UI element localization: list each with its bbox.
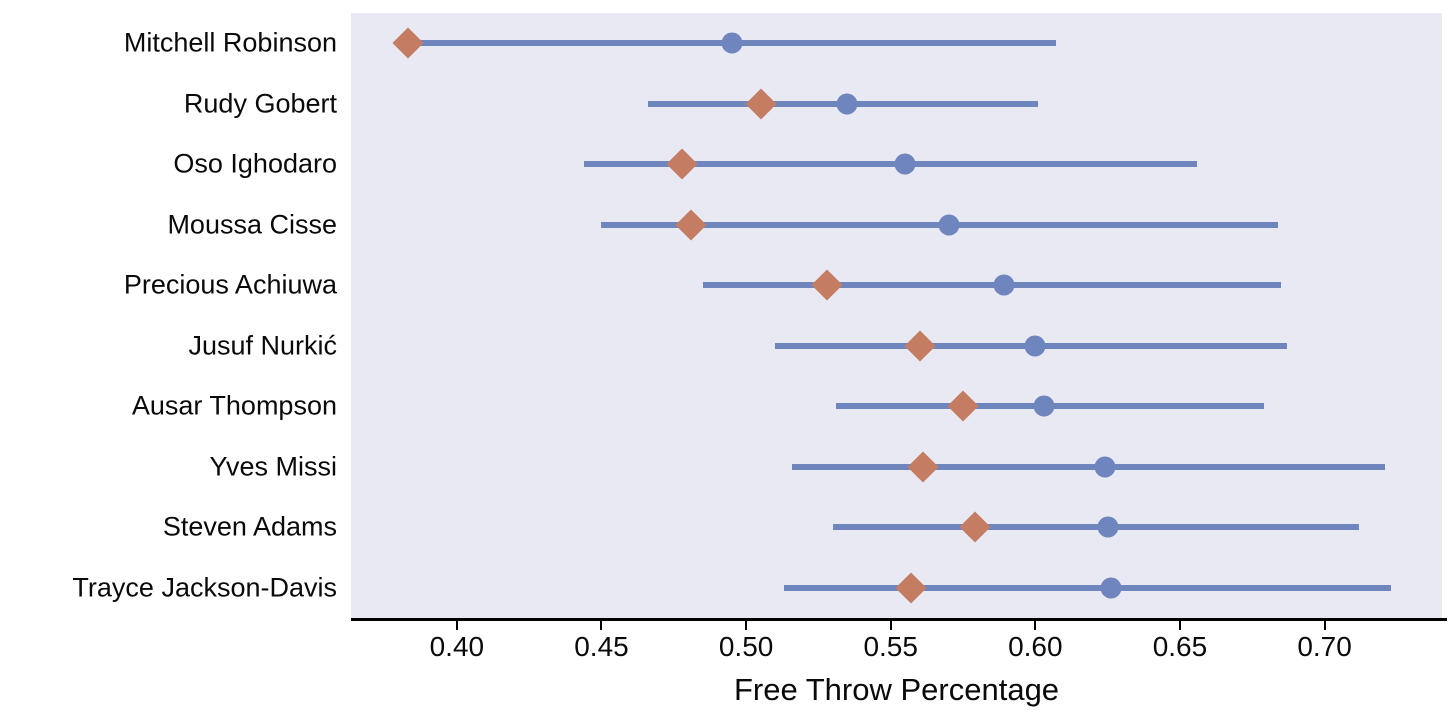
x-axis-tick xyxy=(1178,621,1181,630)
x-axis-tick xyxy=(1323,621,1326,630)
x-axis-tick-label: 0.50 xyxy=(718,631,774,662)
credible-interval-line xyxy=(783,584,1392,591)
y-axis-label: Oso Ighodaro xyxy=(173,148,337,179)
x-axis-tick-label: 0.70 xyxy=(1297,631,1352,662)
posterior-mean-marker xyxy=(836,93,858,115)
credible-interval-line xyxy=(702,282,1282,289)
posterior-mean-marker xyxy=(1033,395,1055,417)
y-axis-label: Jusuf Nurkić xyxy=(188,330,337,361)
posterior-mean-marker xyxy=(1024,335,1046,357)
y-axis-label: Yves Missi xyxy=(209,451,337,482)
posterior-mean-marker xyxy=(938,214,960,236)
plot-area xyxy=(351,13,1442,618)
posterior-mean-marker xyxy=(993,274,1015,296)
posterior-mean-marker xyxy=(1100,577,1122,599)
x-axis-tick-label: 0.45 xyxy=(574,631,629,662)
x-axis-tick-label: 0.40 xyxy=(429,631,485,662)
x-axis-tick-label: 0.55 xyxy=(863,631,918,662)
y-axis-label: Precious Achiuwa xyxy=(123,269,337,300)
posterior-mean-marker xyxy=(1094,456,1116,478)
credible-interval-line xyxy=(584,161,1198,168)
posterior-mean-marker xyxy=(1097,516,1119,538)
credible-interval-line xyxy=(792,463,1386,470)
y-axis-label: Mitchell Robinson xyxy=(123,27,337,58)
x-axis-tick xyxy=(600,621,603,630)
x-axis-line xyxy=(351,618,1447,621)
x-axis-tick xyxy=(745,621,748,630)
posterior-mean-marker xyxy=(721,32,743,54)
credible-interval-line xyxy=(832,524,1360,531)
x-axis-tick xyxy=(889,621,892,630)
x-axis-tick-label: 0.65 xyxy=(1152,631,1208,662)
y-axis-label: Steven Adams xyxy=(162,511,337,542)
y-axis-label: Moussa Cisse xyxy=(167,209,337,240)
x-axis-tick xyxy=(455,621,458,630)
x-axis-tick-label: 0.60 xyxy=(1008,631,1063,662)
x-axis-tick xyxy=(1034,621,1037,630)
posterior-mean-marker xyxy=(894,153,916,175)
y-axis-label: Rudy Gobert xyxy=(183,88,337,119)
y-axis-label: Trayce Jackson-Davis xyxy=(72,572,337,603)
y-axis-label: Ausar Thompson xyxy=(131,390,337,421)
x-axis-title: Free Throw Percentage xyxy=(733,672,1060,707)
